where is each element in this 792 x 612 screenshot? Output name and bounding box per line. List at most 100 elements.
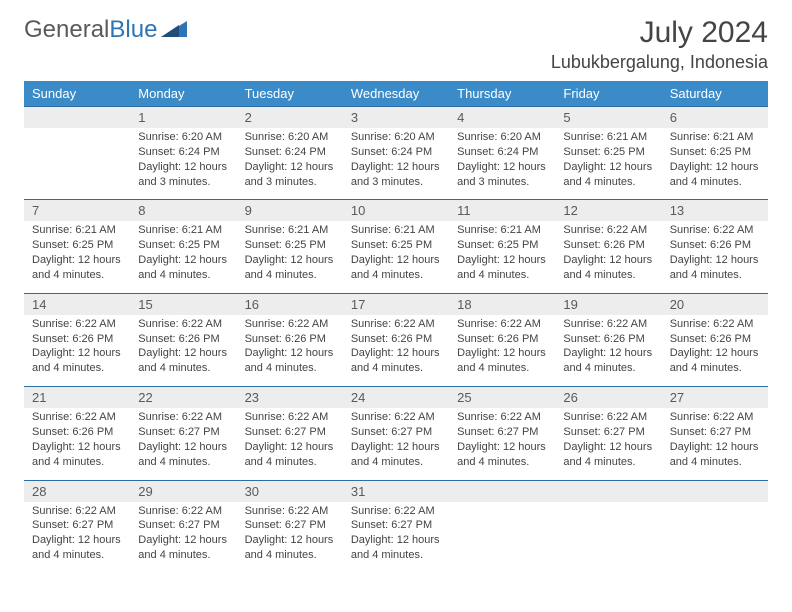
dayname: Saturday (662, 81, 768, 107)
sunrise-text: Sunrise: 6:21 AM (670, 130, 760, 145)
day-detail-row: Sunrise: 6:22 AMSunset: 6:26 PMDaylight:… (24, 315, 768, 387)
day-number (24, 107, 130, 129)
day1-text: Daylight: 12 hours (457, 440, 547, 455)
day-detail-cell: Sunrise: 6:22 AMSunset: 6:27 PMDaylight:… (237, 502, 343, 573)
day1-text: Daylight: 12 hours (32, 533, 122, 548)
sunset-text: Sunset: 6:26 PM (670, 238, 760, 253)
day2-text: and 4 minutes. (32, 548, 122, 563)
day2-text: and 3 minutes. (457, 175, 547, 190)
day1-text: Daylight: 12 hours (563, 253, 653, 268)
day-number: 25 (449, 387, 555, 409)
day2-text: and 3 minutes. (138, 175, 228, 190)
day1-text: Daylight: 12 hours (670, 440, 760, 455)
day2-text: and 4 minutes. (32, 268, 122, 283)
day2-text: and 4 minutes. (245, 361, 335, 376)
day-number: 29 (130, 480, 236, 502)
day-number: 19 (555, 293, 661, 315)
sunrise-text: Sunrise: 6:22 AM (138, 317, 228, 332)
sunrise-text: Sunrise: 6:20 AM (351, 130, 441, 145)
day2-text: and 3 minutes. (351, 175, 441, 190)
day-detail-cell: Sunrise: 6:21 AMSunset: 6:25 PMDaylight:… (555, 128, 661, 200)
sunset-text: Sunset: 6:26 PM (457, 332, 547, 347)
day1-text: Daylight: 12 hours (351, 440, 441, 455)
day-detail-cell: Sunrise: 6:22 AMSunset: 6:27 PMDaylight:… (662, 408, 768, 480)
dayname: Thursday (449, 81, 555, 107)
day1-text: Daylight: 12 hours (457, 253, 547, 268)
sunrise-text: Sunrise: 6:21 AM (457, 223, 547, 238)
day2-text: and 4 minutes. (351, 455, 441, 470)
day-number: 23 (237, 387, 343, 409)
dayname: Monday (130, 81, 236, 107)
day1-text: Daylight: 12 hours (245, 440, 335, 455)
day2-text: and 3 minutes. (245, 175, 335, 190)
calendar-header-row: Sunday Monday Tuesday Wednesday Thursday… (24, 81, 768, 107)
day-number: 14 (24, 293, 130, 315)
day2-text: and 4 minutes. (457, 455, 547, 470)
day-detail-cell: Sunrise: 6:22 AMSunset: 6:26 PMDaylight:… (662, 221, 768, 293)
day-number (449, 480, 555, 502)
sunrise-text: Sunrise: 6:22 AM (670, 410, 760, 425)
day1-text: Daylight: 12 hours (138, 253, 228, 268)
day-number (555, 480, 661, 502)
day-number: 20 (662, 293, 768, 315)
day-number: 7 (24, 200, 130, 222)
day-number: 12 (555, 200, 661, 222)
day-number-row: 123456 (24, 107, 768, 129)
day-detail-cell: Sunrise: 6:20 AMSunset: 6:24 PMDaylight:… (237, 128, 343, 200)
day2-text: and 4 minutes. (245, 268, 335, 283)
day-number: 24 (343, 387, 449, 409)
day2-text: and 4 minutes. (245, 455, 335, 470)
dayname: Sunday (24, 81, 130, 107)
day-number: 13 (662, 200, 768, 222)
day1-text: Daylight: 12 hours (670, 160, 760, 175)
day-number: 1 (130, 107, 236, 129)
day1-text: Daylight: 12 hours (351, 253, 441, 268)
sunset-text: Sunset: 6:26 PM (351, 332, 441, 347)
day-detail-cell: Sunrise: 6:22 AMSunset: 6:26 PMDaylight:… (662, 315, 768, 387)
sunset-text: Sunset: 6:25 PM (563, 145, 653, 160)
sunrise-text: Sunrise: 6:21 AM (351, 223, 441, 238)
sunrise-text: Sunrise: 6:20 AM (245, 130, 335, 145)
sunrise-text: Sunrise: 6:21 AM (32, 223, 122, 238)
day2-text: and 4 minutes. (351, 548, 441, 563)
sunrise-text: Sunrise: 6:22 AM (457, 410, 547, 425)
day-detail-cell: Sunrise: 6:22 AMSunset: 6:27 PMDaylight:… (449, 408, 555, 480)
day-detail-cell: Sunrise: 6:22 AMSunset: 6:26 PMDaylight:… (130, 315, 236, 387)
day-detail-cell: Sunrise: 6:22 AMSunset: 6:27 PMDaylight:… (24, 502, 130, 573)
sunrise-text: Sunrise: 6:21 AM (245, 223, 335, 238)
day-detail-cell: Sunrise: 6:22 AMSunset: 6:26 PMDaylight:… (555, 221, 661, 293)
day-number-row: 78910111213 (24, 200, 768, 222)
day1-text: Daylight: 12 hours (138, 160, 228, 175)
sunrise-text: Sunrise: 6:22 AM (563, 223, 653, 238)
sunrise-text: Sunrise: 6:20 AM (138, 130, 228, 145)
day-number-row: 28293031 (24, 480, 768, 502)
sunset-text: Sunset: 6:24 PM (351, 145, 441, 160)
day1-text: Daylight: 12 hours (245, 160, 335, 175)
day1-text: Daylight: 12 hours (32, 253, 122, 268)
day-detail-cell: Sunrise: 6:21 AMSunset: 6:25 PMDaylight:… (237, 221, 343, 293)
logo-text-general: General (24, 16, 109, 44)
sunrise-text: Sunrise: 6:22 AM (245, 410, 335, 425)
day-detail-cell: Sunrise: 6:22 AMSunset: 6:26 PMDaylight:… (343, 315, 449, 387)
dayname: Tuesday (237, 81, 343, 107)
day-number: 15 (130, 293, 236, 315)
day-number (662, 480, 768, 502)
day2-text: and 4 minutes. (563, 361, 653, 376)
day-detail-row: Sunrise: 6:22 AMSunset: 6:26 PMDaylight:… (24, 408, 768, 480)
day2-text: and 4 minutes. (32, 455, 122, 470)
sunset-text: Sunset: 6:25 PM (457, 238, 547, 253)
day2-text: and 4 minutes. (351, 361, 441, 376)
day2-text: and 4 minutes. (138, 548, 228, 563)
day2-text: and 4 minutes. (670, 455, 760, 470)
day2-text: and 4 minutes. (351, 268, 441, 283)
day-number: 17 (343, 293, 449, 315)
sunrise-text: Sunrise: 6:22 AM (351, 410, 441, 425)
sunset-text: Sunset: 6:27 PM (245, 518, 335, 533)
sunrise-text: Sunrise: 6:22 AM (32, 317, 122, 332)
page-header: GeneralBlue July 2024 Lubukbergalung, In… (24, 16, 768, 73)
sunset-text: Sunset: 6:27 PM (138, 425, 228, 440)
day-number: 5 (555, 107, 661, 129)
day-number-row: 21222324252627 (24, 387, 768, 409)
day-detail-cell: Sunrise: 6:22 AMSunset: 6:26 PMDaylight:… (449, 315, 555, 387)
logo: GeneralBlue (24, 16, 187, 44)
